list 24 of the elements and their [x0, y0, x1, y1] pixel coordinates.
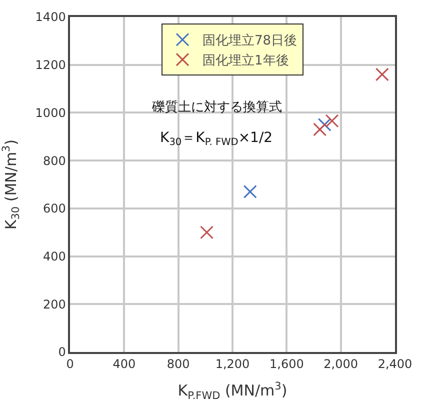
x-tick-label: 800 [166, 357, 190, 372]
y-tick-label: 1400 [35, 10, 66, 24]
point [243, 184, 257, 198]
y-tick-label: 1200 [35, 58, 66, 72]
legend-label: 固化埋立1年後 [202, 52, 289, 69]
point [325, 114, 339, 128]
x-tick-label: 1,600 [269, 357, 304, 372]
annotation: K$_{30}$＝K$_{P. FWD}$×1/2 [160, 130, 273, 148]
y-tick-label: 0 [58, 345, 66, 360]
annotation: 礫質土に対する換算式 [151, 99, 282, 115]
y-tick-label: 400 [42, 249, 66, 264]
x-tick-label: 400 [112, 357, 136, 372]
x-tick-label: 2,000 [324, 357, 358, 372]
y-tick-label: 600 [42, 202, 66, 216]
x-tick-label: 2,400 [378, 357, 412, 372]
legend-label: 固化埋立78日後 [202, 32, 298, 49]
y-tick-label: 200 [42, 297, 66, 312]
y-tick-label: 1000 [35, 106, 66, 120]
point [200, 226, 214, 240]
x-tick-label: 1,200 [215, 357, 250, 372]
point [375, 68, 389, 82]
x-axis-title: K$_{P.FWD}$ (MN/m$^{3}$) [178, 380, 288, 402]
point [313, 122, 327, 136]
y-tick-label: 800 [42, 154, 66, 168]
